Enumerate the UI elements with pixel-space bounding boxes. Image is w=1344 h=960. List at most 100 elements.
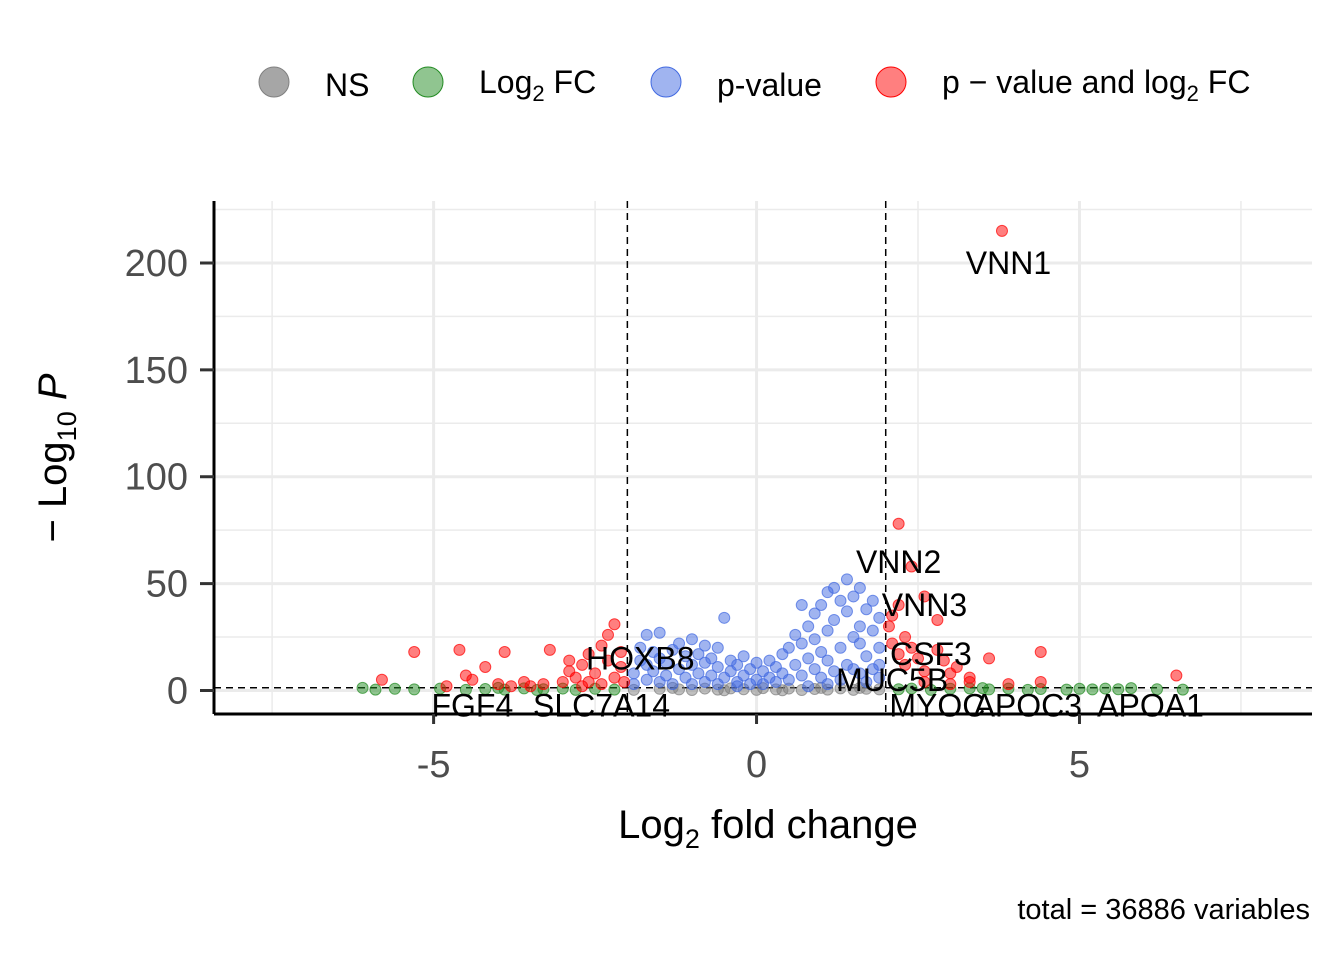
point-p — [834, 594, 847, 607]
point-p — [698, 639, 711, 652]
point-p — [647, 665, 660, 678]
point-p — [685, 658, 698, 671]
point-p — [692, 648, 705, 661]
legend-key-pvalue — [650, 66, 682, 98]
gene-label: VNN3 — [882, 587, 967, 623]
point-p — [692, 667, 705, 680]
point-both — [614, 660, 627, 673]
point-both — [589, 667, 602, 680]
point-fc — [459, 683, 472, 696]
point-both — [498, 646, 511, 659]
point-both — [582, 675, 595, 688]
point-both — [595, 639, 608, 652]
point-both — [937, 654, 950, 667]
point-fc — [892, 683, 905, 696]
point-p — [860, 603, 873, 616]
point-both — [912, 652, 925, 665]
point-both — [899, 658, 912, 671]
legend-key-log2fc — [412, 66, 444, 98]
point-p — [673, 637, 686, 650]
point-both — [375, 673, 388, 686]
point-p — [673, 663, 686, 676]
data-points — [356, 224, 1189, 697]
point-both — [601, 628, 614, 641]
point-p — [627, 667, 640, 680]
point-fc — [976, 682, 989, 695]
point-p — [731, 658, 744, 671]
point-fc — [608, 683, 621, 696]
point-p — [795, 669, 808, 682]
point-both — [918, 675, 931, 688]
point-fc — [1176, 683, 1189, 696]
y-tick-label: 100 — [125, 457, 188, 499]
point-ns — [873, 683, 886, 696]
point-both — [931, 643, 944, 656]
legend-label-both: p − value and log2 FC — [942, 64, 1250, 106]
point-both — [453, 643, 466, 656]
point-p — [685, 678, 698, 691]
point-both — [618, 675, 631, 688]
point-both — [608, 618, 621, 631]
point-fc — [369, 683, 382, 696]
point-p — [840, 605, 853, 618]
x-tick-label: 0 — [746, 744, 767, 786]
point-p — [653, 626, 666, 639]
point-p — [795, 637, 808, 650]
gene-label: VNN2 — [856, 544, 941, 580]
gene-label: FGF4 — [431, 687, 513, 723]
point-p — [750, 656, 763, 669]
legend-label-log2fc: Log2 FC — [479, 64, 596, 106]
point-fc — [1099, 682, 1112, 695]
legend: NS Log2 FC p-value p − value and log2 FC — [258, 64, 1250, 106]
point-both — [614, 646, 627, 659]
legend-label-pvalue: p-value — [717, 67, 822, 103]
point-both — [1002, 678, 1015, 691]
point-p — [789, 628, 802, 641]
point-p — [808, 607, 821, 620]
point-p — [853, 620, 866, 633]
point-p — [853, 581, 866, 594]
gene-label: MYOC — [889, 687, 985, 723]
point-p — [815, 646, 828, 659]
point-p — [847, 590, 860, 603]
point-fc — [388, 682, 401, 695]
gene-label: HOXB8 — [586, 640, 694, 676]
point-both — [595, 678, 608, 691]
point-p — [840, 573, 853, 586]
point-p — [640, 673, 653, 686]
point-both — [524, 680, 537, 693]
y-tick-label: 0 — [167, 670, 188, 712]
point-p — [660, 656, 673, 669]
point-both — [886, 637, 899, 650]
point-p — [873, 658, 886, 671]
point-fc — [479, 682, 492, 695]
gene-label: APOC3 — [974, 687, 1082, 723]
gridlines — [214, 201, 1312, 714]
point-p — [866, 594, 879, 607]
point-p — [828, 581, 841, 594]
point-p — [860, 650, 873, 663]
point-both — [963, 675, 976, 688]
point-both — [563, 654, 576, 667]
point-p — [834, 641, 847, 654]
point-fc — [1150, 683, 1163, 696]
point-fc — [924, 683, 937, 696]
point-both — [931, 613, 944, 626]
legend-item-log2fc: Log2 FC — [412, 64, 596, 106]
x-axis-title: Log2 fold change — [618, 803, 918, 854]
point-p — [782, 641, 795, 654]
gene-label: MUC5B — [836, 662, 948, 698]
point-p — [679, 650, 692, 663]
point-ns — [776, 684, 789, 697]
point-both — [899, 631, 912, 644]
point-p — [711, 641, 724, 654]
point-both — [886, 609, 899, 622]
point-p — [782, 673, 795, 686]
point-p — [705, 669, 718, 682]
point-p — [821, 624, 834, 637]
point-both — [882, 620, 895, 633]
point-both — [892, 517, 905, 530]
caption: total = 36886 variables — [1017, 894, 1310, 926]
